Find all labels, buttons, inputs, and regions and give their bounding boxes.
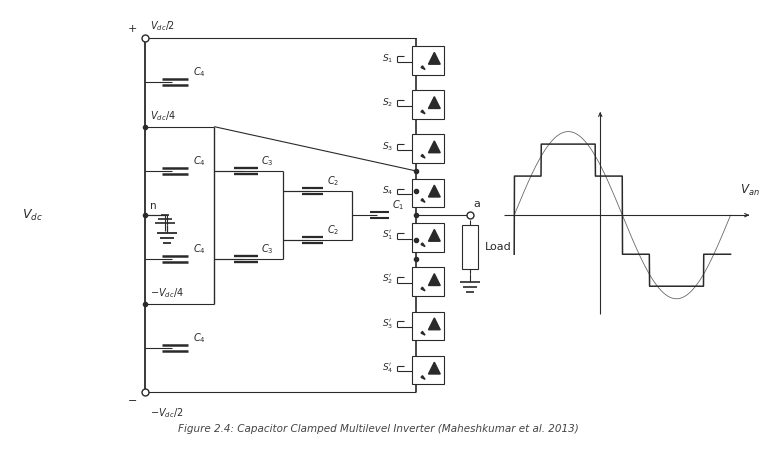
- Polygon shape: [421, 198, 425, 202]
- Polygon shape: [429, 274, 440, 285]
- Polygon shape: [429, 185, 440, 197]
- Polygon shape: [421, 110, 425, 114]
- Polygon shape: [421, 287, 425, 291]
- Polygon shape: [429, 230, 440, 241]
- Text: $-V_{dc}/4$: $-V_{dc}/4$: [151, 286, 184, 300]
- Bar: [413, 223, 445, 252]
- Text: $V_{dc}$: $V_{dc}$: [22, 207, 43, 223]
- Bar: [413, 90, 445, 119]
- Text: $S_4$: $S_4$: [382, 185, 393, 197]
- Text: $V_{dc}/4$: $V_{dc}/4$: [151, 109, 176, 123]
- Text: $S_3$: $S_3$: [382, 140, 393, 153]
- Bar: [413, 311, 445, 340]
- Text: Figure 2.4: Capacitor Clamped Multilevel Inverter (Maheshkumar et al. 2013): Figure 2.4: Capacitor Clamped Multilevel…: [178, 424, 579, 435]
- Text: $V_{dc}/2$: $V_{dc}/2$: [151, 19, 176, 33]
- Text: $C_4$: $C_4$: [193, 331, 206, 345]
- Text: $C_3$: $C_3$: [261, 154, 274, 168]
- Polygon shape: [421, 331, 425, 335]
- Text: $S_3'$: $S_3'$: [382, 317, 393, 331]
- Polygon shape: [429, 97, 440, 108]
- Text: n: n: [151, 201, 157, 211]
- Bar: [413, 46, 445, 75]
- Polygon shape: [421, 154, 425, 158]
- Text: Load: Load: [484, 242, 511, 252]
- Text: $C_4$: $C_4$: [193, 154, 206, 168]
- Polygon shape: [429, 318, 440, 330]
- Text: $S_1$: $S_1$: [382, 52, 393, 64]
- Text: $C_4$: $C_4$: [193, 66, 206, 80]
- Text: $S_2'$: $S_2'$: [382, 273, 393, 286]
- Text: $C_2$: $C_2$: [327, 174, 340, 188]
- Text: $C_1$: $C_1$: [392, 198, 405, 212]
- Text: $S_1'$: $S_1'$: [382, 229, 393, 242]
- Polygon shape: [421, 243, 425, 247]
- Polygon shape: [429, 141, 440, 153]
- Text: $C_3$: $C_3$: [261, 243, 274, 256]
- Bar: [413, 267, 445, 296]
- Text: $V_{an}$: $V_{an}$: [740, 183, 760, 198]
- Polygon shape: [429, 52, 440, 64]
- Text: +: +: [128, 24, 138, 34]
- Text: $S_4'$: $S_4'$: [382, 361, 393, 375]
- Bar: [462, 225, 478, 269]
- Polygon shape: [429, 362, 440, 374]
- Text: −: −: [128, 396, 138, 406]
- Text: $S_2$: $S_2$: [382, 96, 393, 109]
- Text: a: a: [474, 199, 481, 209]
- Polygon shape: [421, 376, 425, 379]
- Bar: [413, 356, 445, 384]
- Bar: [413, 179, 445, 207]
- Bar: [413, 135, 445, 163]
- Polygon shape: [421, 66, 425, 70]
- Text: $C_2$: $C_2$: [327, 223, 340, 237]
- Text: $-V_{dc}/2$: $-V_{dc}/2$: [151, 406, 183, 420]
- Text: $C_4$: $C_4$: [193, 243, 206, 256]
